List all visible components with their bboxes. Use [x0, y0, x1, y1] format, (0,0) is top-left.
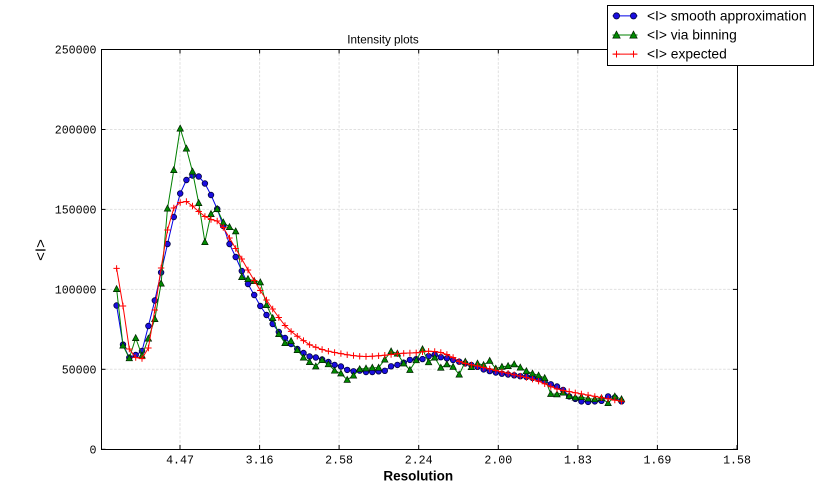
svg-text:2.24: 2.24: [405, 455, 433, 468]
svg-text:200000: 200000: [55, 125, 97, 138]
svg-text:0: 0: [90, 445, 97, 458]
svg-text:150000: 150000: [55, 205, 97, 218]
svg-text:1.83: 1.83: [564, 455, 592, 468]
svg-text:50000: 50000: [62, 365, 97, 378]
svg-text:<I> expected: <I> expected: [647, 47, 727, 62]
svg-text:2.00: 2.00: [484, 455, 512, 468]
svg-text:<I>: <I>: [33, 239, 50, 261]
svg-text:Intensity plots: Intensity plots: [347, 34, 419, 47]
svg-text:Resolution: Resolution: [383, 468, 453, 483]
svg-text:<I> smooth approximation: <I> smooth approximation: [647, 8, 807, 23]
svg-text:1.58: 1.58: [723, 455, 751, 468]
svg-text:3.16: 3.16: [246, 455, 274, 468]
svg-text:4.47: 4.47: [166, 455, 194, 468]
svg-text:<I> via binning: <I> via binning: [647, 28, 737, 43]
svg-text:1.69: 1.69: [643, 455, 671, 468]
svg-text:250000: 250000: [55, 45, 97, 58]
svg-text:2.58: 2.58: [325, 455, 353, 468]
svg-text:100000: 100000: [55, 285, 97, 298]
